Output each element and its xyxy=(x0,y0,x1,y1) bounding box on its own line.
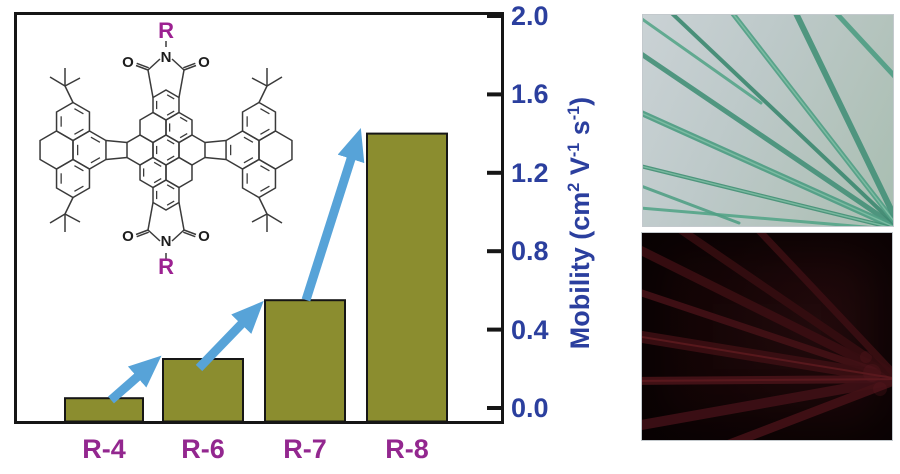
x-category-label-R-8: R-8 xyxy=(385,434,429,464)
fluorescence-streak xyxy=(727,376,892,440)
x-category-label-R-4: R-4 xyxy=(82,434,126,464)
fluorescence-streak xyxy=(756,233,892,377)
needle-highlight xyxy=(643,112,893,226)
photo-fluorescence-crystals xyxy=(641,232,893,441)
fluorescence-streak xyxy=(642,375,892,430)
y-tick-label: 1.2 xyxy=(511,157,549,188)
crystal-needle xyxy=(670,15,893,226)
y-tick-label: 0.8 xyxy=(511,236,549,267)
y-tick-label: 0.0 xyxy=(511,393,549,423)
fluorescence-streaks xyxy=(642,233,892,440)
crystal-needle xyxy=(793,15,893,221)
fluorescence-glow xyxy=(860,351,872,363)
fluorescence-streak xyxy=(642,245,892,381)
y-tick-label: 0.4 xyxy=(511,314,549,345)
crystal-needles xyxy=(643,15,893,226)
crystal-needle xyxy=(834,15,893,79)
streak-highlight xyxy=(642,335,892,379)
x-category-label-R-7: R-7 xyxy=(283,434,327,464)
y-tick-label: 1.6 xyxy=(511,79,549,110)
streak-highlight xyxy=(642,378,892,382)
fluorescence-streak xyxy=(678,233,892,380)
y-axis-title-text: s xyxy=(565,120,595,143)
needle-highlight xyxy=(732,15,893,221)
fluorescence-streaks-drawing xyxy=(642,233,892,440)
fluorescence-glow xyxy=(863,364,881,382)
crystal-needle xyxy=(643,17,763,105)
crystal-needle xyxy=(643,110,893,226)
crystal-needle xyxy=(643,52,893,226)
crystal-needle xyxy=(643,206,872,226)
optical-needles-drawing xyxy=(643,15,893,226)
y-tick-label: 2.0 xyxy=(511,1,549,31)
fluorescence-streak xyxy=(642,289,892,381)
crystal-needle xyxy=(643,185,741,225)
chart-frame xyxy=(14,12,504,424)
needle-highlight xyxy=(643,165,888,226)
photo-optical-crystals xyxy=(642,14,894,227)
x-category-label-R-6: R-6 xyxy=(181,434,225,464)
fluorescence-glow xyxy=(873,382,887,396)
